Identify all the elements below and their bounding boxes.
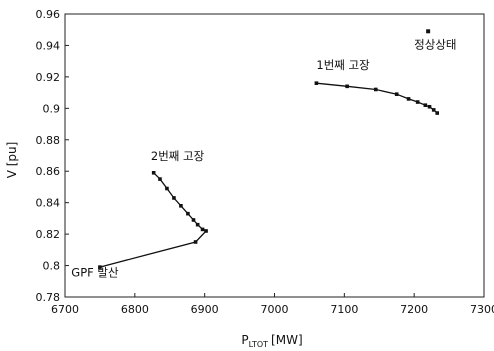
- series-1-point: [314, 81, 319, 85]
- y-tick-label: 0.94: [36, 39, 61, 52]
- series-2-point: [191, 218, 196, 222]
- chart-series: [98, 29, 440, 269]
- y-tick-label: 0.9: [43, 102, 61, 115]
- series-1-point: [394, 92, 399, 96]
- series-2-point: [193, 240, 198, 244]
- series-2-point: [172, 196, 176, 200]
- x-axis-label-unit: [MW]: [271, 333, 303, 347]
- x-tick-label: 6700: [51, 303, 79, 316]
- series-1-point: [406, 97, 411, 101]
- y-tick-label: 0.92: [36, 71, 61, 84]
- steady-state-point: [426, 29, 431, 34]
- y-tick-label: 0.84: [36, 197, 61, 210]
- x-tick-label: 7200: [400, 303, 428, 316]
- x-axis-label: PLTOT [MW]: [241, 333, 302, 349]
- series-2-point: [165, 186, 169, 191]
- y-tick-label: 0.86: [36, 165, 61, 178]
- x-axis-label-main: P: [241, 333, 248, 347]
- series-2-point: [204, 229, 208, 233]
- annotation-label: 1번째 고장: [316, 58, 370, 72]
- series-1-point: [431, 108, 436, 112]
- y-axis-label: V [pu]: [5, 142, 19, 179]
- chart-annotations: 1번째 고장 2번째 고장 정상상태 GPF 발산: [71, 38, 456, 280]
- series-1-point: [435, 111, 440, 115]
- series-1-point: [427, 104, 432, 109]
- series-1-point: [415, 100, 420, 104]
- annotation-label: 정상상태: [414, 38, 456, 52]
- series-1-point: [373, 87, 378, 92]
- series-2-point: [151, 170, 156, 175]
- series-2-point: [98, 265, 102, 269]
- y-tick-label: 0.78: [36, 291, 61, 304]
- series-2-line: [99, 172, 208, 268]
- plot-frame: [64, 13, 485, 298]
- x-axis-label-subscript: LTOT: [249, 340, 269, 349]
- series-2-point: [186, 211, 190, 216]
- series-2-point: [179, 204, 183, 208]
- y-tick-label: 0.96: [36, 8, 61, 21]
- x-tick-label: 6800: [121, 303, 149, 316]
- series-1-line: [316, 82, 438, 114]
- annotation-label: GPF 발산: [71, 266, 119, 280]
- series-2-point: [195, 222, 200, 227]
- series-1-point: [345, 84, 349, 89]
- x-tick-label: 7000: [261, 303, 289, 316]
- annotation-label: 2번째 고장: [151, 149, 205, 163]
- y-tick-label: 0.88: [36, 134, 61, 147]
- y-tick-label: 0.82: [36, 228, 61, 241]
- x-tick-label: 6900: [191, 303, 219, 316]
- series-1-point: [423, 103, 428, 107]
- series-2-point: [158, 177, 162, 181]
- x-tick-label: 7100: [330, 303, 358, 316]
- series-2-point: [200, 227, 205, 232]
- y-tick-label: 0.8: [43, 260, 61, 273]
- chart-axes: [64, 13, 485, 298]
